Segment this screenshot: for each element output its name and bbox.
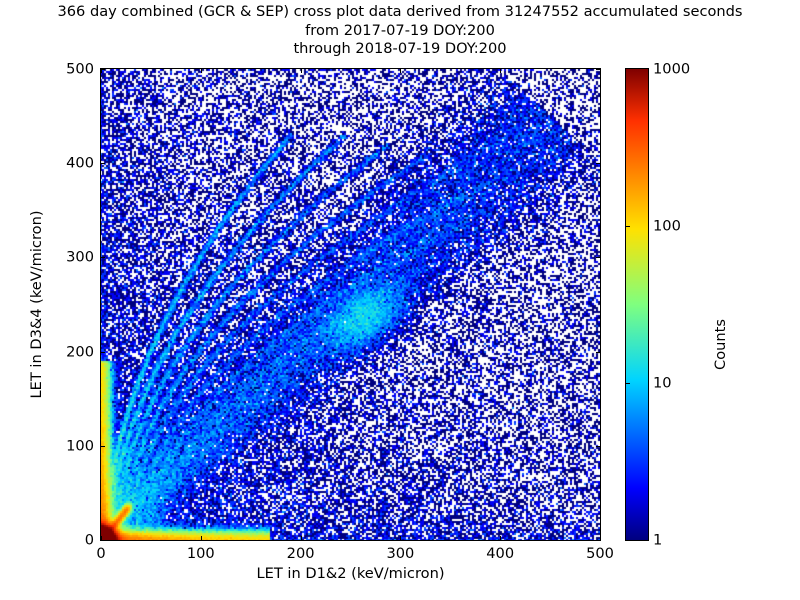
y-tick-1	[101, 445, 105, 447]
y-tick-0	[596, 540, 600, 541]
y-tick-5	[101, 69, 105, 70]
title-line-3: through 2018-07-19 DOY:200	[293, 40, 507, 57]
x-tick-5	[600, 69, 601, 73]
y-tick-label-5: 500	[66, 60, 94, 78]
y-tick-1	[596, 445, 600, 447]
x-tick-4	[500, 536, 502, 540]
y-tick-4	[101, 163, 105, 165]
x-tick-3	[400, 536, 402, 540]
x-tick-label-2: 200	[286, 545, 315, 562]
x-tick-2	[300, 69, 302, 73]
x-tick-label-1: 100	[186, 545, 215, 562]
colorbar[interactable]	[625, 68, 649, 541]
colorbar-tick-label-3: 1000	[653, 60, 691, 78]
x-tick-4	[500, 69, 502, 73]
x-tick-label-0: 0	[96, 545, 106, 562]
x-tick-1	[200, 536, 202, 540]
colorbar-tick-label-1: 10	[653, 374, 672, 392]
y-tick-2	[101, 351, 105, 353]
colorbar-tick-2	[626, 226, 630, 227]
plot-title: 366 day combined (GCR & SEP) cross plot …	[0, 3, 800, 59]
x-tick-3	[400, 69, 402, 73]
y-tick-label-4: 400	[66, 154, 94, 172]
x-tick-0	[101, 536, 102, 540]
plot-area[interactable]	[100, 68, 601, 541]
density-heatmap	[101, 69, 600, 540]
y-tick-3	[101, 257, 105, 259]
title-line-1: 366 day combined (GCR & SEP) cross plot …	[57, 3, 743, 20]
y-tick-label-3: 300	[66, 248, 94, 266]
x-tick-label-4: 400	[486, 545, 515, 562]
y-tick-5	[596, 69, 600, 70]
title-line-2: from 2017-07-19 DOY:200	[305, 21, 495, 39]
y-axis-tick-labels: 0 100 200 300 400 500	[0, 0, 94, 600]
colorbar-gradient	[626, 69, 648, 540]
y-tick-0	[101, 540, 105, 541]
colorbar-tick-1	[626, 383, 630, 384]
colorbar-label: Counts	[712, 319, 729, 370]
x-tick-label-3: 300	[386, 545, 415, 562]
y-tick-label-1: 100	[66, 437, 94, 455]
colorbar-tick-label-0: 1	[653, 531, 663, 549]
y-tick-label-2: 200	[66, 343, 94, 361]
x-tick-1	[200, 69, 202, 73]
x-tick-2	[300, 536, 302, 540]
x-axis-label: LET in D1&2 (keV/micron)	[256, 565, 445, 582]
colorbar-tick-label-2: 100	[653, 217, 681, 235]
x-tick-0	[101, 69, 102, 73]
y-tick-2	[596, 351, 600, 353]
y-tick-4	[596, 163, 600, 165]
y-tick-3	[596, 257, 600, 259]
x-tick-label-5: 500	[586, 545, 614, 562]
y-axis-label: LET in D3&4 (keV/micron)	[28, 210, 45, 399]
x-tick-5	[600, 536, 601, 540]
y-tick-label-0: 0	[84, 531, 94, 549]
